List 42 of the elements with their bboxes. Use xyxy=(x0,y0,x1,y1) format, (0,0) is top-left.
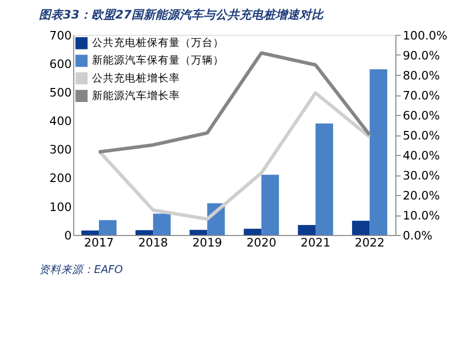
y2-tick-label: 90.0% xyxy=(402,48,440,62)
bar xyxy=(244,228,262,236)
bar xyxy=(261,174,279,236)
bar xyxy=(352,220,370,236)
bar xyxy=(81,230,99,236)
bar xyxy=(316,124,334,236)
y2-tick-label: 20.0% xyxy=(402,188,440,202)
legend-label: 新能源汽车增长率 xyxy=(92,88,180,102)
y-tick-label: 700 xyxy=(49,28,72,42)
chart-title: 图表33：欧盟27国新能源汽车与公共充电桩增速对比 xyxy=(39,7,325,22)
bar xyxy=(153,214,171,236)
y2-tick-label: 60.0% xyxy=(402,108,440,122)
legend-label: 新能源汽车保有量（万辆） xyxy=(92,54,224,67)
x-tick-label: 2021 xyxy=(300,235,330,250)
y2-tick-label: 100.0% xyxy=(402,28,448,42)
x-tick-label: 2022 xyxy=(354,235,385,250)
y2-tick-label: 10.0% xyxy=(402,208,440,222)
bar xyxy=(370,69,388,236)
y-tick-label: 0 xyxy=(64,228,72,242)
x-tick-label: 2018 xyxy=(138,235,168,250)
bar xyxy=(135,230,154,236)
y-tick-label: 500 xyxy=(49,85,72,100)
y2-tick-label: 40.0% xyxy=(402,148,440,162)
x-tick-label: 2017 xyxy=(84,235,114,250)
y-tick-label: 200 xyxy=(49,171,72,186)
y2-tick-label: 50.0% xyxy=(402,128,440,142)
y2-tick-label: 80.0% xyxy=(402,68,440,82)
bar xyxy=(98,220,117,236)
legend-label: 公共充电桩保有量（万台） xyxy=(92,36,224,50)
bar xyxy=(298,225,316,236)
y2-tick-label: 70.0% xyxy=(402,88,440,102)
y-tick-label: 600 xyxy=(49,56,72,71)
y2-tick-label: 30.0% xyxy=(402,168,440,182)
y-tick-label: 400 xyxy=(49,114,72,128)
x-tick-label: 2020 xyxy=(246,235,276,250)
y-tick-label: 300 xyxy=(49,142,72,157)
bar xyxy=(190,230,208,236)
x-tick-label: 2019 xyxy=(192,235,222,250)
legend-label: 公共充电桩增长率 xyxy=(92,71,180,84)
y-tick-label: 100 xyxy=(49,200,72,214)
text: 资料来源：EAFO xyxy=(39,263,123,276)
y2-tick-label: 0.0% xyxy=(402,228,432,242)
